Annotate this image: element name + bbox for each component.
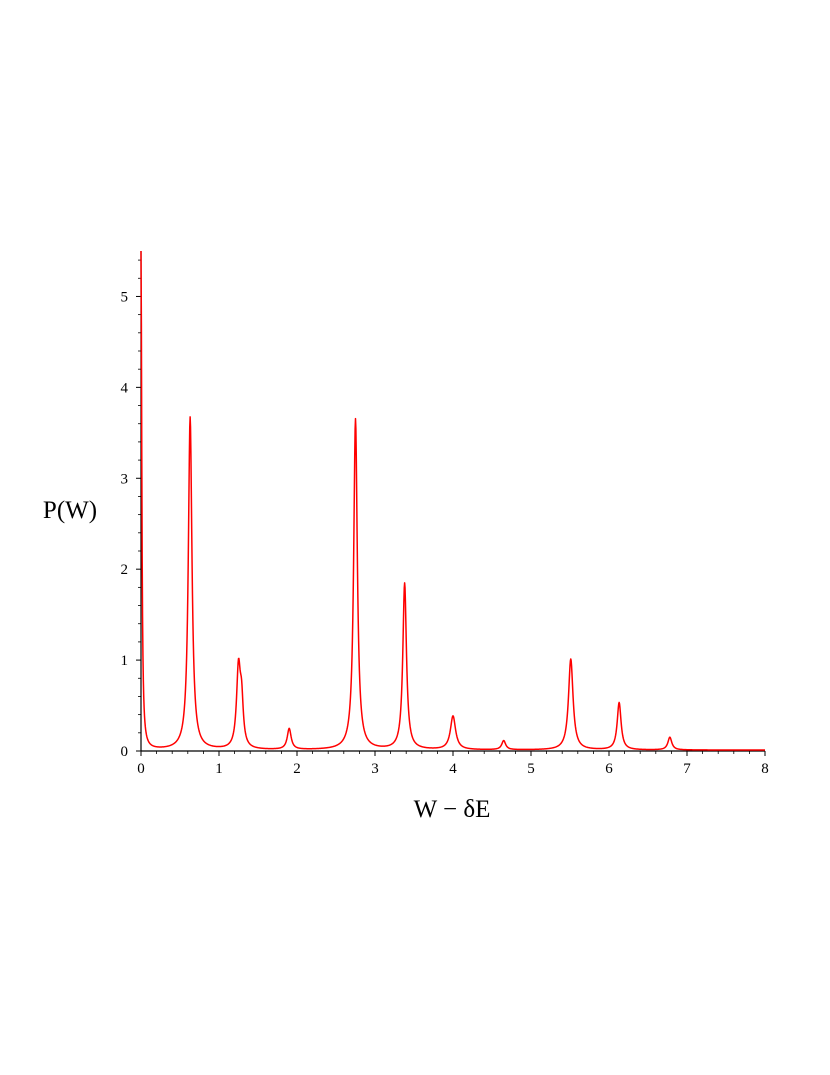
- y-ticks: 0 1 2 3 4 5: [121, 259, 141, 760]
- x-tick-label: 8: [761, 761, 769, 777]
- x-ticks: 0 1 2 3 4 5 6 7 8: [137, 751, 769, 777]
- y-tick-label: 3: [121, 471, 129, 487]
- y-tick-label: 2: [121, 562, 129, 578]
- y-tick-label: 4: [121, 380, 129, 396]
- y-tick-label: 1: [121, 653, 129, 669]
- axes: 0 1 2 3 4 5 6 7 8 0 1 2 3 4 5: [121, 251, 769, 777]
- x-axis-label: W − δE: [414, 796, 491, 823]
- x-tick-label: 4: [449, 761, 457, 777]
- series-line: [140, 250, 766, 751]
- y-tick-label: 5: [121, 289, 129, 305]
- x-tick-label: 7: [683, 761, 691, 777]
- x-tick-label: 6: [605, 761, 613, 777]
- x-tick-label: 0: [137, 761, 145, 777]
- y-axis-label: P(W): [43, 497, 97, 524]
- x-tick-label: 1: [215, 761, 223, 777]
- x-tick-label: 3: [371, 761, 379, 777]
- y-tick-label: 0: [121, 744, 129, 760]
- x-tick-label: 2: [293, 761, 301, 777]
- x-tick-label: 5: [527, 761, 535, 777]
